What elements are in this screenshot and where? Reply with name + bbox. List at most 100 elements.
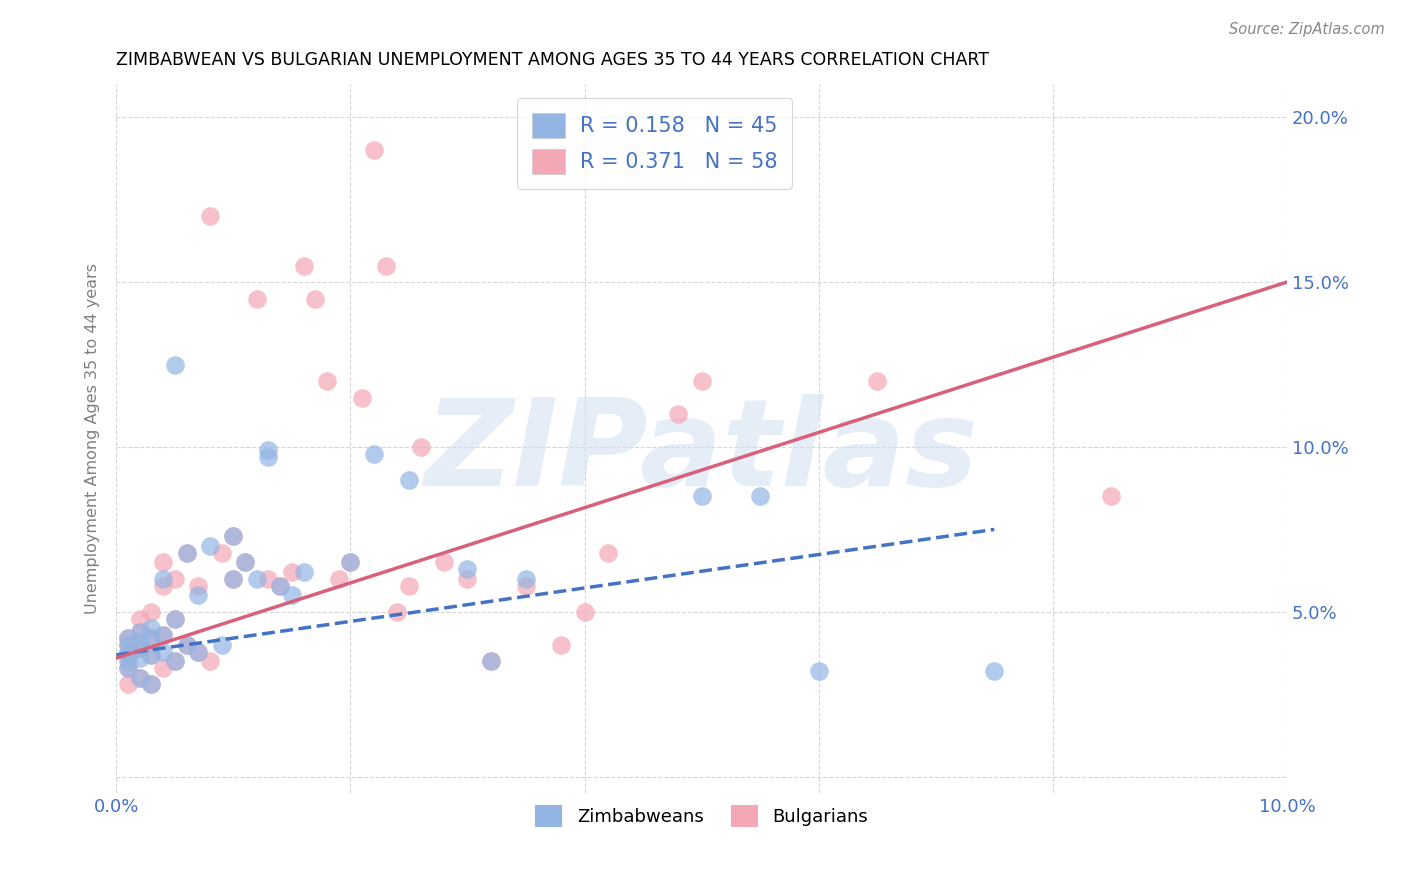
Point xyxy=(128,624,150,639)
Point xyxy=(198,209,221,223)
Point xyxy=(176,545,198,559)
Point xyxy=(515,572,537,586)
Point xyxy=(304,292,326,306)
Point xyxy=(866,374,889,388)
Point xyxy=(515,578,537,592)
Point xyxy=(117,632,139,646)
Point xyxy=(398,473,420,487)
Point xyxy=(187,644,209,658)
Point xyxy=(1099,490,1122,504)
Legend: Zimbabweans, Bulgarians: Zimbabweans, Bulgarians xyxy=(529,797,875,834)
Point xyxy=(983,665,1005,679)
Point xyxy=(152,572,174,586)
Text: Source: ZipAtlas.com: Source: ZipAtlas.com xyxy=(1229,22,1385,37)
Point xyxy=(163,611,186,625)
Point xyxy=(141,648,163,662)
Point xyxy=(198,539,221,553)
Point xyxy=(141,677,163,691)
Point xyxy=(257,443,280,458)
Point xyxy=(176,638,198,652)
Y-axis label: Unemployment Among Ages 35 to 44 years: Unemployment Among Ages 35 to 44 years xyxy=(86,263,100,615)
Point xyxy=(141,632,163,646)
Point xyxy=(479,654,502,668)
Point xyxy=(198,654,221,668)
Point xyxy=(117,661,139,675)
Point xyxy=(479,654,502,668)
Point xyxy=(163,654,186,668)
Point xyxy=(187,644,209,658)
Point xyxy=(152,644,174,658)
Point xyxy=(187,589,209,603)
Point xyxy=(187,578,209,592)
Point xyxy=(257,450,280,464)
Point xyxy=(163,572,186,586)
Point xyxy=(152,661,174,675)
Point xyxy=(117,677,139,691)
Point xyxy=(128,671,150,685)
Point xyxy=(117,644,139,658)
Point xyxy=(222,572,245,586)
Point xyxy=(328,572,350,586)
Point xyxy=(128,634,150,648)
Point xyxy=(398,578,420,592)
Point xyxy=(222,529,245,543)
Point xyxy=(222,572,245,586)
Point xyxy=(117,651,139,665)
Text: ZIPatlas: ZIPatlas xyxy=(425,394,979,511)
Point xyxy=(128,641,150,656)
Point xyxy=(574,605,596,619)
Point xyxy=(339,556,361,570)
Point xyxy=(749,490,772,504)
Point xyxy=(409,440,432,454)
Point xyxy=(141,621,163,635)
Point xyxy=(176,638,198,652)
Point xyxy=(433,556,456,570)
Point xyxy=(128,611,150,625)
Point xyxy=(246,572,269,586)
Point xyxy=(128,671,150,685)
Point xyxy=(117,644,139,658)
Point xyxy=(363,446,385,460)
Point xyxy=(666,407,689,421)
Point xyxy=(233,556,256,570)
Point xyxy=(141,632,163,646)
Point xyxy=(387,605,409,619)
Point xyxy=(550,638,572,652)
Point xyxy=(128,641,150,656)
Point xyxy=(690,490,713,504)
Point xyxy=(269,578,291,592)
Point xyxy=(269,578,291,592)
Point xyxy=(246,292,269,306)
Point xyxy=(141,648,163,662)
Text: ZIMBABWEAN VS BULGARIAN UNEMPLOYMENT AMONG AGES 35 TO 44 YEARS CORRELATION CHART: ZIMBABWEAN VS BULGARIAN UNEMPLOYMENT AMO… xyxy=(117,51,990,69)
Point xyxy=(233,556,256,570)
Point xyxy=(117,632,139,646)
Point xyxy=(690,374,713,388)
Point xyxy=(117,661,139,675)
Point xyxy=(596,545,619,559)
Point xyxy=(211,638,233,652)
Point xyxy=(117,654,139,668)
Point xyxy=(292,259,315,273)
Point xyxy=(117,638,139,652)
Point xyxy=(163,611,186,625)
Point xyxy=(281,566,304,580)
Point xyxy=(281,589,304,603)
Point xyxy=(176,545,198,559)
Point xyxy=(128,624,150,639)
Point xyxy=(363,143,385,157)
Point xyxy=(257,572,280,586)
Point xyxy=(222,529,245,543)
Point xyxy=(141,605,163,619)
Point xyxy=(152,628,174,642)
Point xyxy=(152,578,174,592)
Point xyxy=(211,545,233,559)
Point xyxy=(352,391,374,405)
Point xyxy=(316,374,339,388)
Point xyxy=(152,556,174,570)
Point xyxy=(456,562,478,576)
Point xyxy=(163,358,186,372)
Point xyxy=(807,665,830,679)
Point xyxy=(292,566,315,580)
Point xyxy=(163,654,186,668)
